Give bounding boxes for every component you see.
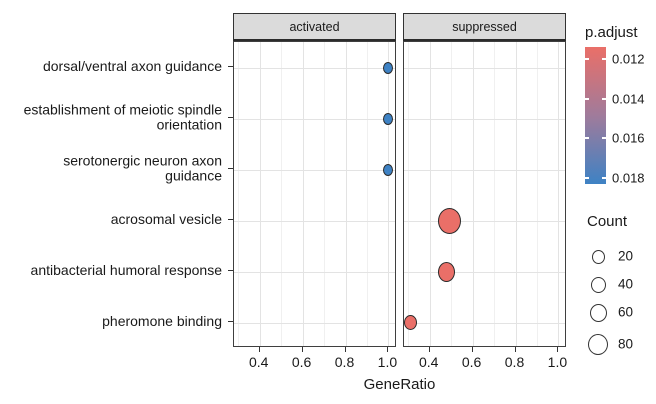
gridline-major <box>259 42 261 346</box>
y-tick <box>228 321 233 322</box>
gridline-major <box>404 169 565 171</box>
gridline-major <box>515 42 517 346</box>
y-axis-label: acrosomal vesicle <box>110 210 222 227</box>
x-tick-label: 0.8 <box>334 354 355 370</box>
y-tick <box>228 117 233 118</box>
x-axis-title: GeneRatio <box>363 376 436 393</box>
facet-activated: activated 0.4 0.6 0.8 1.0 <box>233 13 398 393</box>
y-axis-label: establishment of meiotic spindle orienta… <box>23 100 222 133</box>
size-legend-label: 80 <box>618 336 634 352</box>
y-tick <box>228 219 233 220</box>
color-legend-label: 0.016 <box>612 130 645 146</box>
size-legend-circle <box>590 276 606 293</box>
data-point <box>383 112 394 125</box>
x-tick-label: 0.8 <box>504 354 525 370</box>
gradient-tick <box>585 137 589 140</box>
facet-strip-label: activated <box>289 19 340 34</box>
data-point <box>437 207 461 234</box>
y-axis-label: pheromone binding <box>102 312 222 329</box>
x-tick <box>258 347 260 352</box>
y-axis: dorsal/ventral axon guidance establishme… <box>8 41 225 347</box>
x-tick-label: 0.6 <box>461 354 482 370</box>
data-point <box>404 315 417 330</box>
x-tick <box>471 347 473 352</box>
gridline-minor <box>408 42 410 346</box>
gridline-major <box>404 322 565 324</box>
size-legend-circle <box>589 303 607 322</box>
gridline-minor <box>324 42 326 346</box>
gridline-major <box>234 220 395 222</box>
gridline-major <box>234 118 395 120</box>
gridline-major <box>234 271 395 273</box>
x-tick <box>301 347 303 352</box>
gridline-minor <box>281 42 283 346</box>
x-tick-label: 1.0 <box>547 354 568 370</box>
gridline-major <box>404 220 565 222</box>
gridline-minor <box>494 42 496 346</box>
gridline-minor <box>238 42 240 346</box>
x-tick <box>428 347 430 352</box>
gridline-minor <box>537 42 538 346</box>
gridline-major <box>404 67 565 69</box>
data-point <box>383 61 394 74</box>
gradient-tick <box>585 57 589 60</box>
x-tick <box>387 347 389 352</box>
gridline-major <box>429 42 431 346</box>
y-axis-label: antibacterial humoral response <box>30 261 222 278</box>
gridline-major <box>234 322 395 324</box>
gridline-major <box>345 42 347 346</box>
facet-strip-suppressed: suppressed <box>403 13 566 41</box>
gridline-major <box>234 169 395 171</box>
facet-strip-activated: activated <box>233 13 396 41</box>
facet-panel-activated <box>233 41 396 347</box>
size-legend-circle <box>588 334 608 355</box>
color-legend-label: 0.012 <box>612 51 645 67</box>
gridline-minor <box>367 42 368 346</box>
gridline-major <box>388 42 390 346</box>
size-legend-title: Count <box>587 213 628 230</box>
gridline-major <box>404 118 565 120</box>
gradient-tick <box>585 177 589 179</box>
gridline-major <box>558 42 560 346</box>
size-legend-circle <box>591 249 605 264</box>
size-legend-label: 40 <box>618 276 634 292</box>
x-tick <box>514 347 516 352</box>
gridline-minor <box>451 42 453 346</box>
y-tick <box>228 270 233 271</box>
y-axis-label: dorsal/ventral axon guidance <box>42 57 222 74</box>
gradient-tick <box>602 57 606 60</box>
gradient-tick <box>602 137 606 140</box>
gradient-tick <box>585 97 589 100</box>
x-tick <box>344 347 346 352</box>
facet-panel-suppressed <box>403 41 566 347</box>
y-tick <box>228 168 233 169</box>
gridline-major <box>472 42 474 346</box>
x-tick-label: 0.4 <box>418 354 439 370</box>
color-legend-title: p.adjust <box>585 24 638 41</box>
x-tick-label: 1.0 <box>377 354 398 370</box>
data-point <box>383 163 394 176</box>
x-tick <box>557 347 559 352</box>
x-tick-label: 0.4 <box>248 354 269 370</box>
p-adjust-gradient-bar <box>585 47 606 184</box>
x-tick-label: 0.6 <box>291 354 312 370</box>
y-axis-label: serotonergic neuron axon guidance <box>63 151 222 184</box>
color-legend-label: 0.018 <box>612 170 645 186</box>
size-legend-label: 60 <box>618 304 634 320</box>
facet-strip-label: suppressed <box>452 19 517 34</box>
gridline-major <box>302 42 304 346</box>
gradient-tick <box>602 177 606 179</box>
gridline-major <box>404 271 565 273</box>
color-legend-label: 0.014 <box>612 91 645 107</box>
gridline-major <box>234 67 395 69</box>
data-point <box>438 261 456 282</box>
size-legend-label: 20 <box>618 248 634 264</box>
y-tick <box>228 66 233 67</box>
facet-suppressed: suppressed 0.4 0.6 0.8 1.0 <box>403 13 568 393</box>
gradient-tick <box>602 97 606 100</box>
